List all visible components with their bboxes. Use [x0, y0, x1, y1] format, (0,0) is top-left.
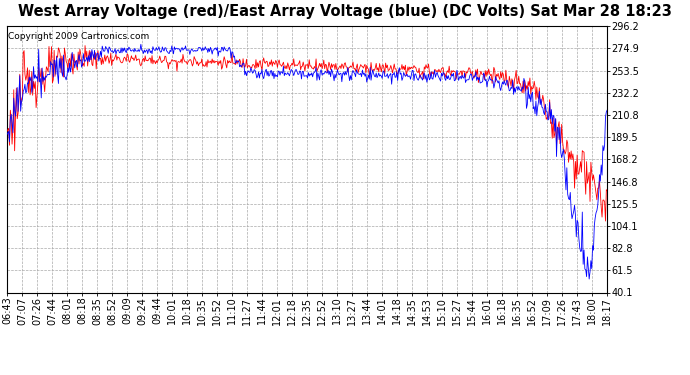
- Text: West Array Voltage (red)/East Array Voltage (blue) (DC Volts) Sat Mar 28 18:23: West Array Voltage (red)/East Array Volt…: [18, 4, 672, 19]
- Text: Copyright 2009 Cartronics.com: Copyright 2009 Cartronics.com: [8, 32, 149, 40]
